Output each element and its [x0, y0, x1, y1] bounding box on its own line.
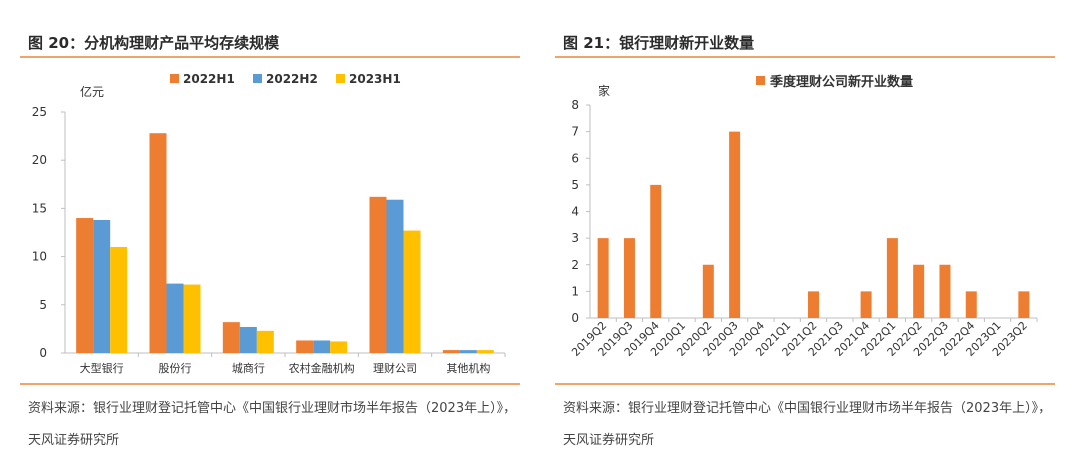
- legend-label-2023H1: 2023H1: [349, 72, 401, 86]
- legend-label: 季度理财公司新开业数量: [769, 74, 913, 90]
- bar-2022H2: [166, 283, 184, 353]
- bar-2022H2: [93, 219, 111, 353]
- y-axis-unit-label: 亿元: [80, 84, 104, 99]
- bar-2022H2: [386, 199, 404, 353]
- x-tick-label: 大型银行: [80, 361, 124, 375]
- y-tick-label: 6: [571, 151, 579, 165]
- x-tick-label: 其他机构: [446, 361, 490, 375]
- left-top-rule: [20, 56, 520, 58]
- bar-2021Q4: [860, 291, 872, 318]
- x-tick-label: 理财公司: [373, 361, 417, 375]
- y-tick-label: 10: [32, 250, 47, 264]
- bar-2022H2: [459, 350, 477, 353]
- bar-2022Q3: [939, 264, 951, 318]
- x-tick-label: 股份行: [159, 362, 192, 375]
- left-bottom-rule: [20, 383, 520, 385]
- bar-2020Q2: [702, 264, 714, 318]
- bar-2023H1: [403, 230, 421, 353]
- y-tick-label: 15: [32, 201, 47, 215]
- bar-2022H1: [369, 196, 387, 353]
- left-bar-chart: 亿元 2022H1 2022H2 2023H1 0 5 10 15 20 25 大型银行 股份行 城商行…: [32, 72, 506, 375]
- y-tick-label: 25: [32, 105, 47, 119]
- bar-2023H1: [183, 284, 201, 353]
- legend-label-2022H1: 2022H1: [183, 72, 235, 86]
- x-tick-label: 城商行: [232, 361, 265, 375]
- bar-2023H1: [476, 350, 494, 353]
- left-figure-title: 图 20：分机构理财产品平均存续规模: [28, 34, 280, 52]
- y-tick-label: 1: [571, 284, 579, 298]
- bar-2022Q2: [913, 264, 925, 318]
- right-bar-chart: 家季度理财公司新开业数量0123456782019Q22019Q32019Q42…: [569, 74, 1038, 359]
- bar-2023H1: [256, 330, 274, 353]
- bar-2019Q3: [623, 238, 635, 318]
- y-tick-label: 0: [39, 346, 47, 360]
- bar-2019Q4: [650, 184, 662, 318]
- left-figure-panel: 图 20：分机构理财产品平均存续规模 亿元 2022H1 2022H2 2023H1 0…: [20, 0, 520, 468]
- left-source-note: 资料来源：银行业理财登记托管中心《中国银行业理财市场半年报告（2023年上）》，…: [28, 401, 517, 448]
- y-tick-label: 3: [571, 231, 579, 245]
- y-tick-label: 20: [32, 153, 47, 167]
- right-top-rule: [555, 56, 1055, 58]
- y-tick-label: 5: [39, 298, 47, 312]
- bar-2023Q2: [1018, 291, 1030, 318]
- y-tick-label: 4: [571, 205, 579, 219]
- bar-2022Q1: [886, 238, 898, 318]
- bar-2022H1: [149, 133, 167, 353]
- legend-swatch: [756, 76, 765, 85]
- bar-2021Q2: [808, 291, 819, 318]
- y-tick-label: 5: [571, 178, 579, 192]
- bar-2022H1: [76, 218, 94, 353]
- legend-swatch-2023H1: [336, 74, 345, 83]
- y-axis-unit-label: 家: [598, 83, 610, 98]
- y-tick-label: 8: [571, 98, 579, 112]
- bar-2020Q3: [729, 131, 741, 318]
- y-tick-label: 2: [571, 258, 579, 272]
- y-tick-label: 7: [571, 125, 579, 139]
- x-tick-label: 农村金融机构: [289, 361, 355, 375]
- bar-2019Q2: [597, 238, 609, 318]
- bar-2022H1: [222, 322, 240, 353]
- right-source-note: 资料来源：银行业理财登记托管中心《中国银行业理财市场半年报告（2023年上）》，…: [563, 401, 1052, 448]
- legend-swatch-2022H1: [170, 74, 179, 83]
- right-figure-panel: 图 21：银行理财新开业数量 家季度理财公司新开业数量 0 1 2 3 4 5 6 7 8 2019…: [555, 0, 1055, 468]
- y-tick-label: 0: [571, 311, 579, 325]
- legend-label-2022H2: 2022H2: [266, 72, 318, 86]
- right-bottom-rule: [555, 383, 1055, 385]
- bar-2022H2: [313, 340, 331, 353]
- bar-2023H1: [330, 341, 348, 353]
- bar-2023H1: [110, 246, 128, 353]
- right-figure-title: 图 21：银行理财新开业数量: [563, 34, 755, 52]
- bar-2022H1: [296, 340, 314, 353]
- bar-2022H1: [442, 350, 460, 353]
- legend-swatch-2022H2: [253, 74, 262, 83]
- bar-2022Q4: [965, 291, 977, 318]
- bar-2022H2: [239, 326, 257, 353]
